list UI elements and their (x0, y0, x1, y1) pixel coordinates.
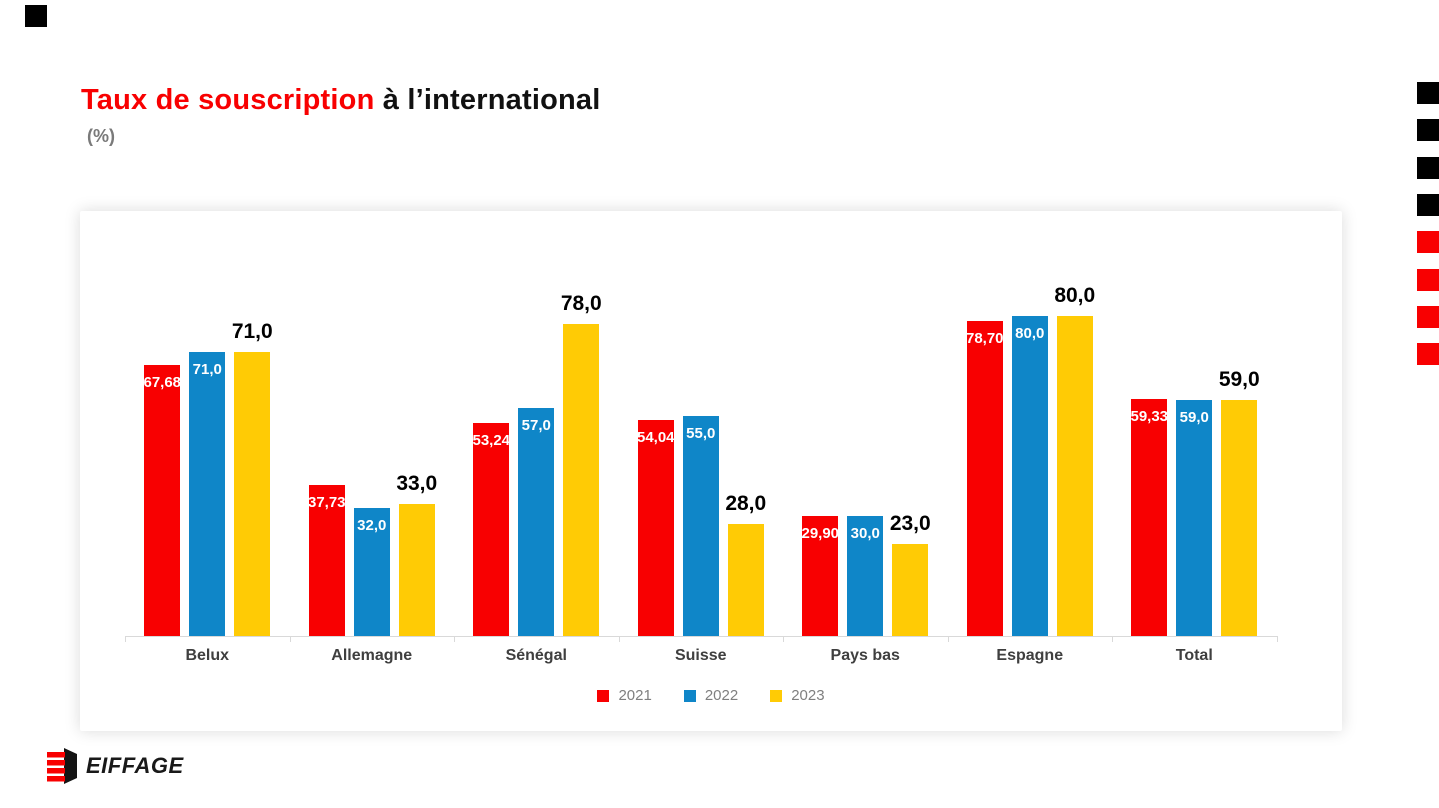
bar-2021-Pays bas (802, 516, 839, 636)
x-axis-tick (1112, 636, 1113, 642)
chart-card: 67,68 71,0 71,0 Belux 37,73 32,0 33,0 Allemagne… (80, 211, 1342, 731)
bar-value-label-above: 59,0 (1218, 368, 1260, 391)
bar-value-label-above: 80,0 (1054, 284, 1096, 307)
x-axis-tick (618, 636, 620, 642)
category-label-Belux: Belux (185, 647, 230, 664)
category-label-Espagne: Espagne (996, 647, 1064, 664)
decor-square (1417, 343, 1439, 366)
bar-2021-Espagne (966, 321, 1003, 636)
bar-2022-Suisse (682, 416, 719, 636)
decor-square (1417, 82, 1439, 104)
decor-square (1417, 119, 1439, 142)
decor-square (1417, 156, 1439, 179)
bar-2022-Belux (189, 352, 226, 636)
category-label-Allemagne: Allemagne (331, 647, 413, 664)
bar-2021-Sénégal (473, 423, 510, 636)
bar-value-label: 57,0 (521, 417, 551, 434)
page-title-rest: à l’international (374, 84, 601, 116)
x-axis-tick (289, 636, 291, 642)
page-subtitle: (%) (87, 126, 115, 146)
legend-item-2021: 2021 (597, 687, 652, 704)
bar-2021-Belux (144, 365, 181, 636)
bar-value-label: 29,90 (801, 525, 840, 543)
bar-2023-Sénégal (563, 324, 600, 636)
bar-2022-Sénégal (518, 408, 555, 636)
footer: EIFFAGE (44, 748, 184, 784)
decor-square (1417, 268, 1439, 291)
bar-2023-Suisse (727, 524, 764, 636)
legend-label: 2021 (618, 687, 652, 704)
x-axis-tick (125, 636, 126, 642)
decor-square (1417, 305, 1439, 328)
legend-label: 2022 (704, 687, 739, 704)
plot-area: 67,68 71,0 71,0 Belux 37,73 32,0 33,0 Allemagne… (80, 211, 1342, 731)
x-axis-tick (454, 636, 455, 642)
bar-2023-Pays bas (892, 544, 929, 636)
legend-label: 2023 (791, 687, 825, 704)
bar-value-label: 54,04 (636, 428, 675, 446)
bar-value-label: 53,24 (472, 432, 511, 450)
decor-square (1417, 231, 1439, 254)
bar-value-label: 80,0 (1015, 325, 1045, 342)
decor-square (1417, 193, 1439, 216)
x-axis-tick (1276, 636, 1278, 642)
bar-value-label-above: 28,0 (725, 492, 767, 515)
bar-2023-Espagne (1056, 316, 1093, 636)
bar-value-label: 59,33 (1130, 407, 1169, 425)
bar-value-label: 37,73 (307, 494, 346, 512)
category-label-Suisse: Suisse (674, 647, 727, 664)
bar-value-label: 32,0 (357, 517, 387, 534)
bar-value-label: 67,68 (143, 374, 182, 392)
bar-2021-Total (1131, 398, 1168, 636)
bar-value-label: 71,0 (192, 361, 222, 378)
chart-legend: 2021 2022 2023 (80, 687, 1342, 704)
bar-value-label: 55,0 (686, 425, 716, 442)
bar-2022-Allemagne (353, 508, 390, 636)
bar-value-label-above: 33,0 (396, 472, 438, 495)
category-label-Pays bas: Pays bas (830, 647, 900, 664)
bar-2022-Total (1176, 400, 1213, 636)
x-axis-tick (783, 636, 784, 642)
brand-name: EIFFAGE (86, 753, 184, 778)
bar-2022-Espagne (1011, 316, 1048, 636)
bar-value-label-above: 78,0 (560, 292, 602, 315)
bar-value-label: 78,70 (965, 330, 1004, 348)
bar-2023-Allemagne (398, 504, 435, 636)
bar-2021-Allemagne (308, 485, 345, 636)
bar-2022-Pays bas (847, 516, 884, 636)
bar-2023-Belux (234, 352, 271, 636)
bar-value-label-above: 23,0 (889, 512, 931, 535)
x-axis-tick (947, 636, 949, 642)
legend-item-2023: 2023 (770, 687, 825, 704)
bar-value-label: 59,0 (1179, 409, 1209, 426)
bar-value-label-above: 71,0 (231, 320, 273, 343)
decor-square-top-left (25, 5, 47, 27)
legend-item-2022: 2022 (683, 687, 739, 704)
bar-value-label: 30,0 (850, 525, 880, 542)
eiffage-logo-icon (47, 748, 77, 784)
legend-swatch (683, 689, 696, 702)
legend-swatch (770, 689, 783, 702)
bar-2023-Total (1221, 400, 1258, 636)
page-title: Taux de souscription à l’international (81, 84, 601, 117)
category-label-Total: Total (1175, 647, 1213, 664)
legend-swatch (597, 689, 610, 702)
category-label-Sénégal: Sénégal (505, 647, 567, 664)
page-title-accent: Taux de souscription (81, 84, 375, 116)
x-axis-line (125, 636, 1277, 637)
bar-2021-Suisse (637, 419, 674, 636)
